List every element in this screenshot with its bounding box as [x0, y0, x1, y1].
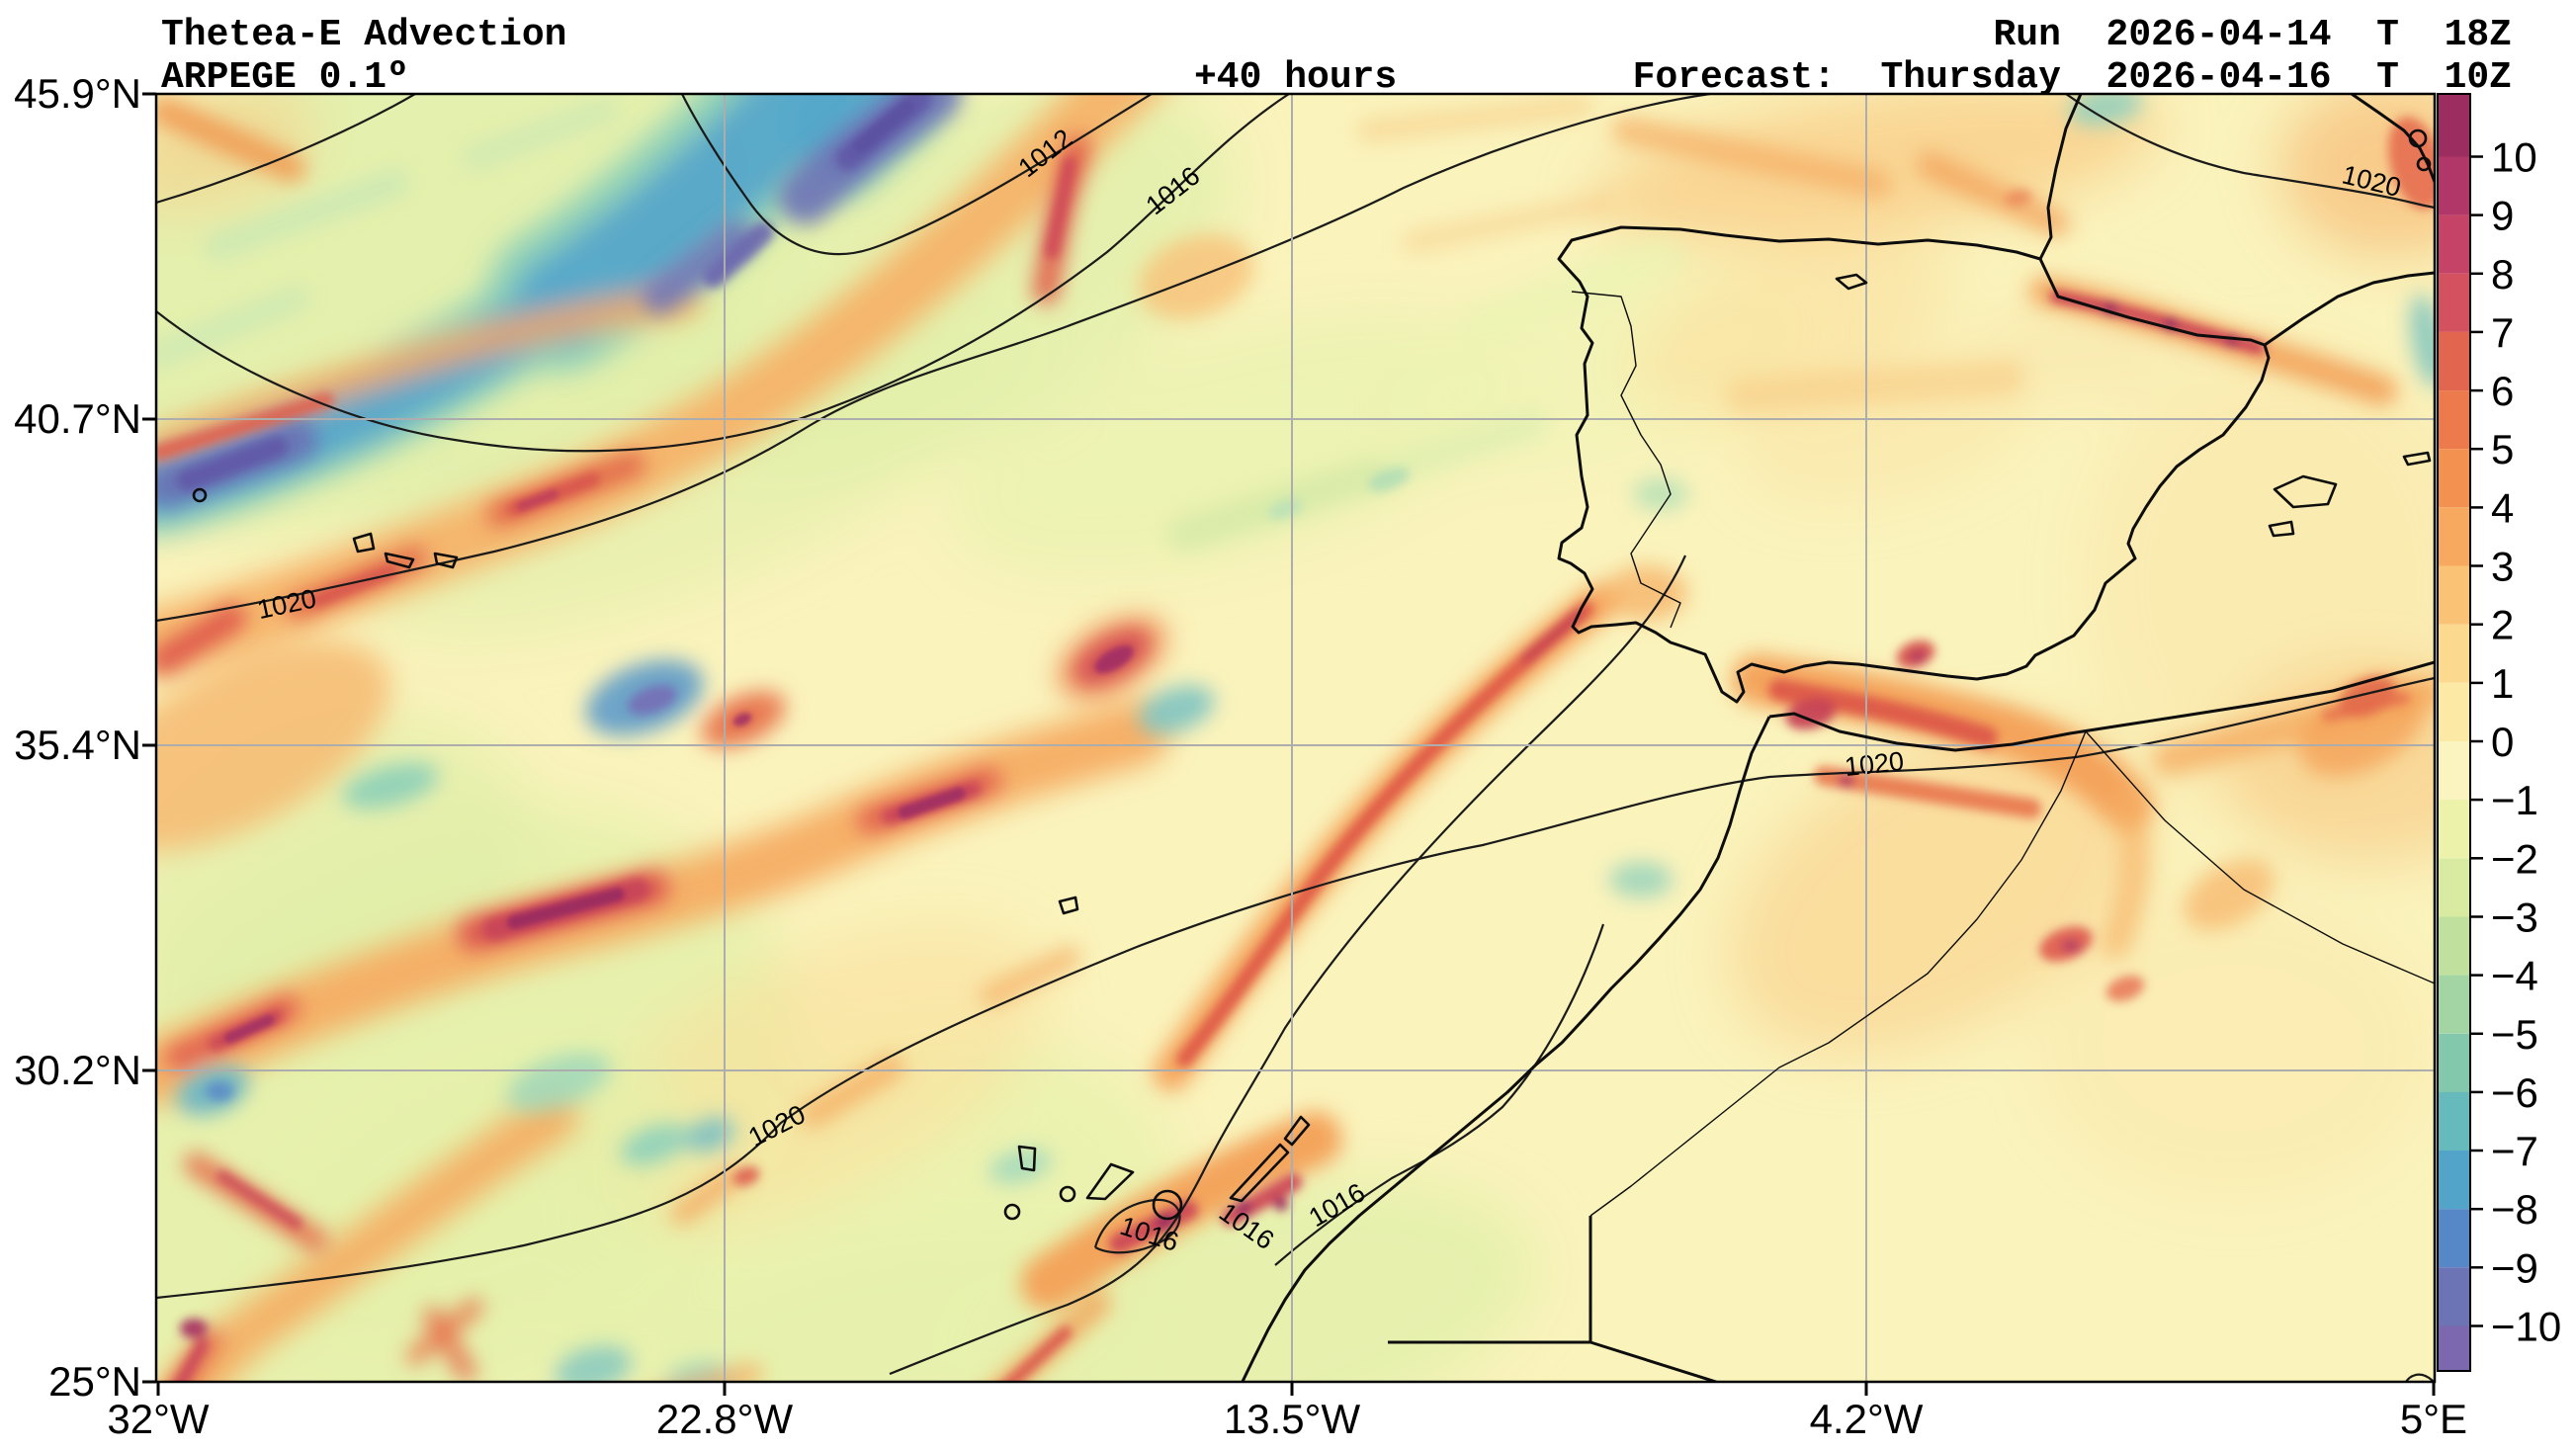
- svg-text:4.2°W: 4.2°W: [1810, 1396, 1924, 1442]
- svg-text:7: 7: [2491, 309, 2514, 356]
- svg-text:Run 2026-04-14 T 18Z: Run 2026-04-14 T 18Z: [1994, 14, 2513, 56]
- svg-text:−3: −3: [2491, 895, 2538, 941]
- svg-text:+40 hours: +40 hours: [1194, 56, 1397, 99]
- svg-text:1: 1: [2491, 660, 2514, 707]
- svg-text:−6: −6: [2491, 1069, 2538, 1116]
- svg-text:3: 3: [2491, 544, 2514, 590]
- svg-text:2: 2: [2491, 602, 2514, 648]
- svg-text:−1: −1: [2491, 777, 2538, 823]
- svg-text:9: 9: [2491, 193, 2514, 239]
- svg-text:45.9°N: 45.9°N: [14, 70, 141, 117]
- svg-text:22.8°W: 22.8°W: [656, 1396, 794, 1442]
- svg-text:30.2°N: 30.2°N: [14, 1047, 141, 1093]
- svg-text:25°N: 25°N: [48, 1358, 141, 1405]
- svg-text:Forecast: Thursday 2026-04-1: Forecast: Thursday 2026-04-16 T 10Z: [1633, 56, 2512, 99]
- svg-text:−5: −5: [2491, 1011, 2538, 1058]
- svg-text:6: 6: [2491, 368, 2514, 414]
- svg-text:40.7°N: 40.7°N: [14, 395, 141, 442]
- svg-text:1020: 1020: [1844, 746, 1906, 782]
- svg-text:35.4°N: 35.4°N: [14, 722, 141, 768]
- svg-text:ARPEGE 0.1º: ARPEGE 0.1º: [161, 56, 409, 99]
- svg-text:−7: −7: [2491, 1128, 2538, 1174]
- svg-text:4: 4: [2491, 484, 2514, 531]
- svg-text:−9: −9: [2491, 1244, 2538, 1291]
- svg-text:−8: −8: [2491, 1186, 2538, 1233]
- svg-text:0: 0: [2491, 719, 2514, 765]
- svg-text:−10: −10: [2491, 1304, 2561, 1350]
- svg-text:8: 8: [2491, 251, 2514, 298]
- svg-text:−2: −2: [2491, 835, 2538, 882]
- svg-text:5: 5: [2491, 426, 2514, 472]
- svg-text:5°E: 5°E: [2400, 1396, 2467, 1442]
- svg-text:−4: −4: [2491, 953, 2538, 999]
- svg-text:10: 10: [2491, 134, 2537, 181]
- svg-text:32°W: 32°W: [107, 1396, 210, 1442]
- svg-text:13.5°W: 13.5°W: [1224, 1396, 1361, 1442]
- svg-text:Thetea-E Advection: Thetea-E Advection: [161, 14, 566, 56]
